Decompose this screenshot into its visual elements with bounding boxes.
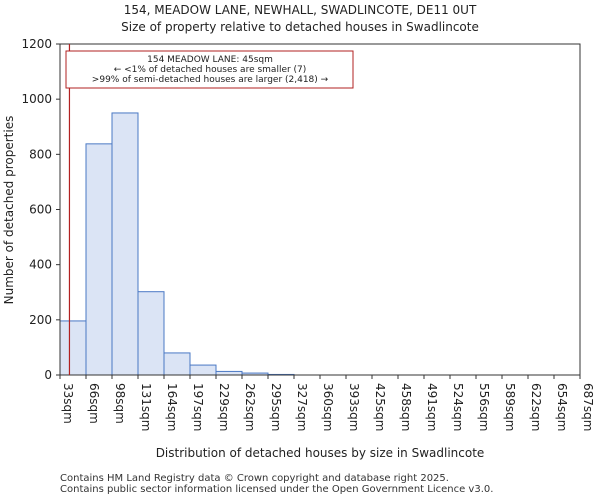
x-tick-label: 589sqm (503, 383, 517, 431)
x-tick-label: 458sqm (399, 383, 413, 431)
x-tick-label: 491sqm (425, 383, 439, 431)
footer-attribution-1: Contains HM Land Registry data © Crown c… (60, 473, 449, 484)
y-axis-ticks: 0 200 400 600 800 1000 1200 (21, 37, 60, 382)
y-tick-label: 0 (44, 368, 52, 382)
x-tick-label: 425sqm (373, 383, 387, 431)
x-tick-label: 360sqm (321, 383, 335, 431)
x-tick-label: 556sqm (477, 383, 491, 431)
x-tick-label: 98sqm (113, 383, 127, 424)
plot-area-frame (59, 43, 581, 376)
x-tick-label: 654sqm (555, 383, 569, 431)
chart-subtitle: Size of property relative to detached ho… (121, 20, 479, 34)
x-tick-label: 524sqm (451, 383, 465, 431)
x-tick-label: 131sqm (139, 383, 153, 431)
x-tick-label: 66sqm (87, 383, 101, 424)
y-tick-label: 200 (29, 313, 52, 327)
y-tick-label: 1200 (21, 37, 52, 51)
x-axis-label: Distribution of detached houses by size … (156, 446, 485, 460)
bar-33sqm (59, 320, 87, 376)
bar-197sqm (189, 364, 217, 376)
x-tick-label: 262sqm (243, 383, 257, 431)
x-tick-label: 164sqm (165, 383, 179, 431)
x-axis-ticks: 33sqm 66sqm 98sqm 131sqm 164sqm 197sqm 229sqm 2… (59, 375, 595, 431)
y-tick-label: 400 (29, 258, 52, 272)
x-tick-label: 229sqm (217, 383, 231, 431)
bar-164sqm (163, 352, 191, 376)
footer-attribution-2: Contains public sector information licen… (60, 484, 494, 495)
y-axis-label: Number of detached properties (2, 116, 16, 305)
bar-229sqm (215, 370, 243, 376)
annotation-line-1: 154 MEADOW LANE: 45sqm (147, 55, 273, 65)
x-tick-label: 33sqm (61, 383, 75, 424)
bar-66sqm (85, 143, 113, 376)
chart-title: 154, MEADOW LANE, NEWHALL, SWADLINCOTE, … (124, 3, 477, 17)
y-tick-label: 600 (29, 203, 52, 217)
bars (59, 112, 295, 376)
annotation-line-3: >99% of semi-detached houses are larger … (92, 75, 329, 85)
annotation-line-2: ← <1% of detached houses are smaller (7) (114, 65, 307, 75)
x-tick-label: 687sqm (581, 383, 595, 431)
annotation-box: 154 MEADOW LANE: 45sqm ← <1% of detached… (65, 50, 354, 89)
bar-98sqm (111, 112, 139, 376)
x-tick-label: 393sqm (347, 383, 361, 431)
annotation-frame (65, 50, 354, 89)
bar-131sqm (137, 291, 165, 376)
y-tick-label: 1000 (21, 92, 52, 106)
x-tick-label: 622sqm (529, 383, 543, 431)
x-tick-label: 327sqm (295, 383, 309, 431)
x-tick-label: 295sqm (269, 383, 283, 431)
x-tick-label: 197sqm (191, 383, 205, 431)
y-tick-label: 800 (29, 147, 52, 161)
